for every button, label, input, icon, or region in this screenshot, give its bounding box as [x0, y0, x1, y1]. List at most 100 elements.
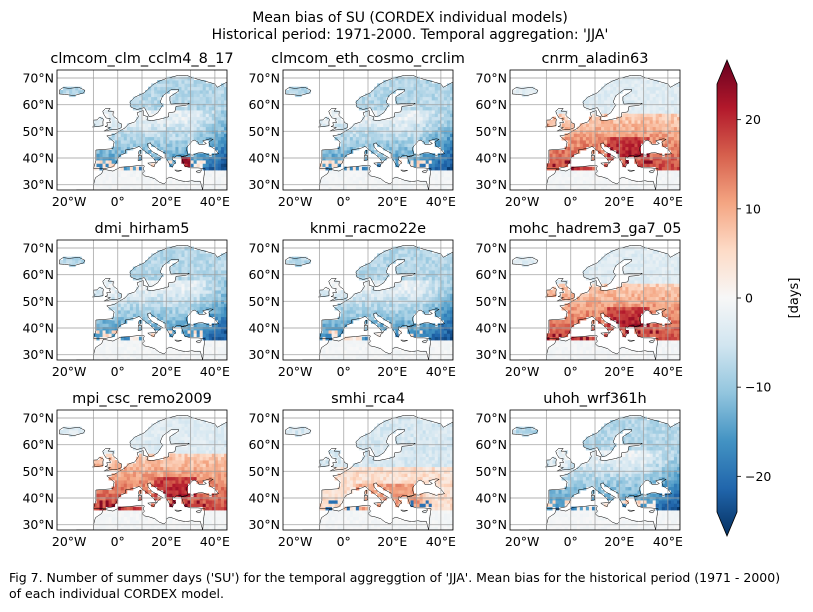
heatmap-cell [120, 173, 125, 178]
heatmap-cell [352, 173, 357, 178]
heatmap-cell [352, 143, 357, 148]
heatmap-cell [81, 90, 85, 94]
heatmap-cell [625, 80, 629, 84]
heatmap-cell [588, 133, 593, 138]
heatmap-cell [673, 86, 678, 91]
heatmap-cell [401, 280, 405, 284]
heatmap-cell [440, 100, 445, 104]
heatmap-cell [169, 146, 173, 151]
heatmap-cell [135, 306, 140, 311]
heatmap-cell [157, 143, 161, 148]
heatmap-cell [389, 150, 393, 154]
heatmap-cell [138, 173, 143, 178]
heatmap-cell [561, 183, 566, 188]
coastlines [59, 75, 227, 190]
heatmap-cell [169, 180, 173, 184]
heatmap-cell [169, 86, 173, 91]
heatmap-cell [676, 176, 680, 181]
heatmap-cell [582, 173, 587, 178]
heatmap-cell [214, 96, 219, 101]
heatmap-cell [135, 356, 140, 360]
heatmap-cell [346, 166, 351, 171]
heatmap-cell [178, 303, 182, 308]
heatmap-cell [223, 260, 227, 264]
coastline [626, 169, 635, 172]
heatmap-cell [193, 253, 198, 258]
heatmap-cell [175, 76, 179, 81]
heatmap-cell [190, 76, 195, 81]
heatmap-cell [640, 116, 644, 121]
heatmap-cell [371, 260, 375, 264]
heatmap-cell [223, 283, 227, 288]
heatmap-cell [622, 120, 626, 124]
heatmap-cell [60, 260, 64, 264]
heatmap-cell [567, 133, 572, 138]
heatmap-cell [96, 320, 100, 324]
heatmap-cell [99, 183, 103, 188]
heatmap-cell [607, 130, 611, 134]
heatmap-cell [449, 153, 453, 158]
heatmap-cell [111, 123, 116, 128]
heatmap-cell [361, 180, 366, 184]
heatmap-cell [169, 266, 173, 271]
heatmap-cell [157, 86, 161, 91]
heatmap-cell [661, 163, 666, 168]
heatmap-cell [643, 106, 648, 111]
heatmap-cell [428, 283, 433, 288]
heatmap-cell [404, 136, 408, 141]
heatmap-cell [120, 316, 125, 321]
heatmap-cell [175, 293, 179, 298]
heatmap-cell [413, 113, 417, 118]
heatmap-cell [151, 103, 155, 108]
lon-tick-label: 20°W [505, 194, 540, 209]
heatmap-cell [392, 76, 396, 81]
heatmap-cell [655, 130, 660, 134]
heatmap-cell [579, 173, 584, 178]
heatmap-cell [573, 150, 578, 154]
heatmap-cell [178, 146, 182, 151]
heatmap-cell [364, 293, 369, 298]
heatmap-cell [416, 90, 421, 94]
heatmap-cell [374, 93, 378, 98]
heatmap-cell [413, 256, 417, 261]
heatmap-cell [434, 290, 439, 294]
heatmap-cell [220, 186, 225, 190]
heatmap-cell [211, 283, 216, 288]
heatmap-cell [419, 350, 424, 354]
heatmap-cell [169, 300, 173, 304]
heatmap-cell [392, 326, 396, 331]
heatmap-cell [217, 100, 222, 104]
heatmap-cell [322, 293, 326, 298]
heatmap-cell [437, 120, 442, 124]
heatmap-cell [631, 110, 635, 114]
heatmap-cell [585, 143, 590, 148]
heatmap-cell [154, 276, 158, 281]
heatmap-cell [374, 280, 378, 284]
heatmap-cell [425, 160, 430, 164]
heatmap-cell [214, 346, 219, 351]
heatmap-cell [169, 163, 173, 168]
heatmap-cell [202, 100, 207, 104]
heatmap-cell [655, 80, 660, 84]
heatmap-cell [157, 183, 161, 188]
heatmap-cell [217, 163, 222, 168]
heatmap-cell [184, 150, 188, 154]
heatmap-cell [193, 270, 198, 274]
heatmap-cell [371, 263, 375, 268]
heatmap-cell [214, 93, 219, 98]
heatmap-cell [552, 163, 556, 168]
heatmap-cell [187, 183, 191, 188]
heatmap-cell [561, 110, 566, 114]
heatmap-cell [649, 110, 654, 114]
heatmap-cell [625, 153, 629, 158]
heatmap-cell [145, 130, 149, 134]
heatmap-cell [208, 156, 213, 161]
heatmap-cell [386, 83, 390, 88]
heatmap-cell [178, 120, 182, 124]
heatmap-cell [154, 296, 158, 301]
heatmap-cell [446, 340, 451, 344]
heatmap-cell [111, 316, 116, 321]
heatmap-cell [169, 293, 173, 298]
heatmap-cell [325, 150, 329, 154]
heatmap-cell [349, 130, 354, 134]
